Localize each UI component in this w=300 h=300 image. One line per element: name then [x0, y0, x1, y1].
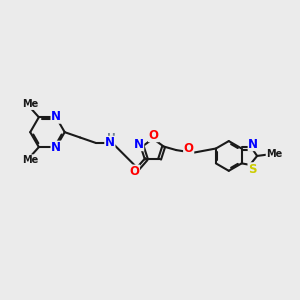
Text: O: O [184, 142, 194, 155]
Text: Me: Me [22, 155, 38, 165]
Text: N: N [51, 110, 61, 123]
Text: N: N [51, 141, 61, 154]
Text: S: S [248, 163, 256, 176]
Text: H: H [107, 133, 116, 143]
Text: N: N [134, 138, 144, 151]
Text: O: O [129, 165, 140, 178]
Text: Me: Me [22, 100, 38, 110]
Text: N: N [105, 136, 115, 149]
Text: N: N [248, 138, 258, 151]
Text: Me: Me [266, 149, 283, 159]
Text: O: O [148, 129, 159, 142]
